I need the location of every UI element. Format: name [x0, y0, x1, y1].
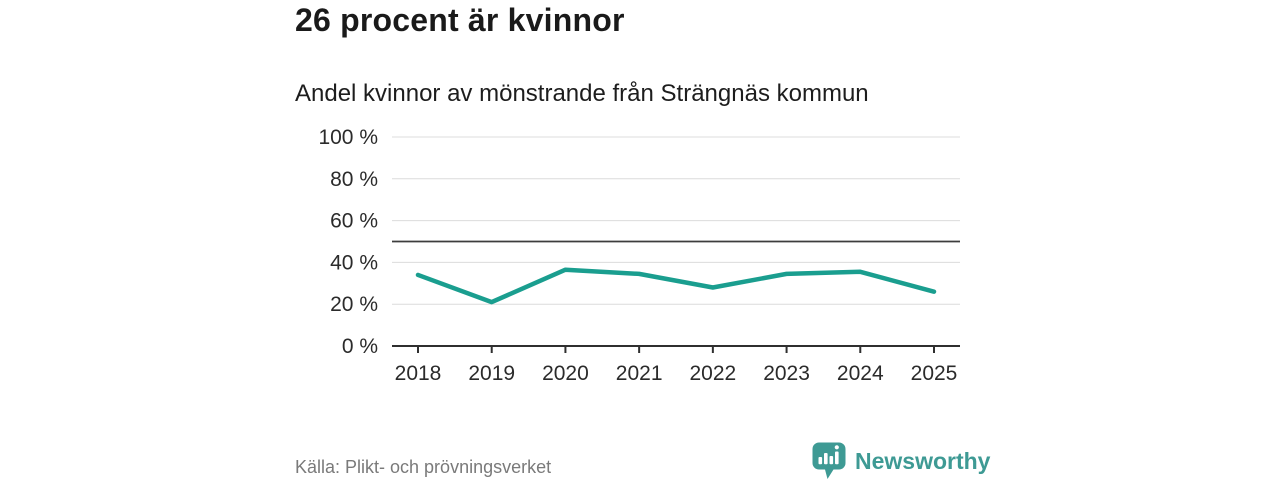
svg-text:2023: 2023 — [763, 362, 810, 385]
newsworthy-brand: Newsworthy — [812, 442, 990, 480]
page-title: 26 procent är kvinnor — [295, 2, 625, 38]
newsworthy-brand-label: Newsworthy — [855, 447, 991, 474]
svg-text:2018: 2018 — [395, 362, 442, 385]
chart-subtitle: Andel kvinnor av mönstrande från Strängn… — [295, 80, 869, 107]
svg-text:2021: 2021 — [616, 362, 663, 385]
svg-text:2020: 2020 — [542, 362, 589, 385]
svg-text:2019: 2019 — [468, 362, 515, 385]
svg-text:2024: 2024 — [837, 362, 884, 385]
svg-text:40 %: 40 % — [330, 251, 378, 274]
svg-text:2022: 2022 — [689, 362, 736, 385]
svg-text:2025: 2025 — [911, 362, 958, 385]
svg-text:0 %: 0 % — [342, 335, 378, 358]
svg-text:80 %: 80 % — [330, 168, 378, 191]
svg-text:100 %: 100 % — [318, 126, 378, 149]
line-chart: 0 % 20 % 40 % 60 % 80 % 100 % 2018 2019 2020 2021… — [318, 126, 960, 385]
newsworthy-logo-icon — [812, 442, 846, 479]
svg-text:20 %: 20 % — [330, 293, 378, 316]
source-label: Källa: Plikt- och prövningsverket — [295, 457, 552, 477]
svg-text:60 %: 60 % — [330, 210, 378, 233]
